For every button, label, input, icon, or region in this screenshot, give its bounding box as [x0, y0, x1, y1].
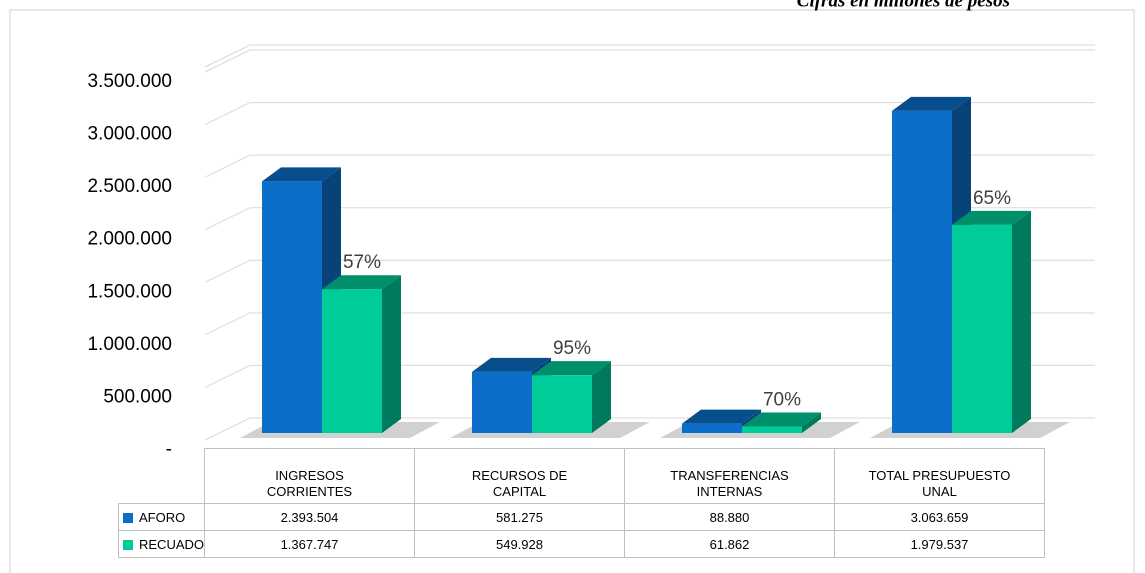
bar-top — [262, 167, 341, 182]
category-cell: INGRESOS CORRIENTES — [204, 448, 415, 504]
bar — [952, 210, 1031, 433]
bar-front — [892, 110, 952, 433]
value-cell: 581.275 — [414, 503, 625, 531]
grid-line — [204, 259, 1095, 283]
bar-side — [592, 361, 611, 433]
y-tick-label: 1.500.000 — [87, 281, 172, 302]
legend-cell: RECUADO — [118, 530, 205, 558]
bar-side — [382, 275, 401, 433]
value-cell: 88.880 — [624, 503, 835, 531]
y-tick-label: 3.500.000 — [87, 71, 172, 92]
bar-side — [1012, 210, 1031, 433]
grid-line — [204, 364, 1095, 388]
legend-cell: AFORO — [118, 503, 205, 531]
data-table: INGRESOS CORRIENTES RECURSOS DE CAPITAL TR… — [118, 448, 1045, 558]
annotation: 57% — [343, 252, 381, 273]
legend-label: RECUADO — [139, 536, 205, 552]
bar-front — [262, 181, 322, 433]
bar-front — [952, 224, 1012, 433]
bar — [532, 361, 611, 433]
bar-front — [532, 375, 592, 433]
bar-top — [682, 409, 761, 424]
series-row: AFORO 2.393.504 581.275 88.880 3.063.659 — [118, 503, 1045, 531]
bars: 57% 95% 70% 65% — [240, 96, 1070, 438]
grid-line — [204, 207, 1095, 231]
bar — [742, 412, 821, 433]
annotation: 65% — [973, 188, 1011, 209]
y-tick-label: 3.000.000 — [87, 124, 172, 145]
grid-line — [204, 49, 1095, 73]
wall-top — [204, 44, 1095, 68]
value-cell: 1.367.747 — [204, 530, 415, 558]
bar-side — [802, 412, 821, 433]
header-row: INGRESOS CORRIENTES RECURSOS DE CAPITAL TR… — [118, 448, 1045, 504]
bar-front — [682, 423, 742, 433]
category-cell: RECURSOS DE CAPITAL — [414, 448, 625, 504]
bar-front — [742, 426, 802, 433]
value-cell: 2.393.504 — [204, 503, 415, 531]
bar-top — [742, 412, 821, 427]
bar — [322, 275, 401, 433]
bar-top — [952, 210, 1031, 225]
annotation: 95% — [553, 338, 591, 359]
bar-top — [892, 96, 971, 111]
grid-line — [204, 154, 1095, 178]
y-tick-label: 2.000.000 — [87, 229, 172, 250]
legend-label: AFORO — [139, 509, 186, 525]
grid-line — [204, 102, 1095, 126]
subtitle: Cifras en millones de pesos — [797, 0, 1010, 11]
value-cell: 61.862 — [624, 530, 835, 558]
bar-top — [532, 361, 611, 376]
y-tick-label: 500.000 — [103, 386, 172, 407]
y-tick-label: 2.500.000 — [87, 176, 172, 197]
chart-frame — [9, 9, 1135, 573]
legend-swatch — [123, 512, 133, 523]
category-cell: TRANSFERENCIAS INTERNAS — [624, 448, 835, 504]
value-cell: 1.979.537 — [834, 530, 1045, 558]
y-tick-label: 1.000.000 — [87, 334, 172, 355]
annotation: 70% — [763, 390, 801, 411]
category-cell: TOTAL PRESUPUESTO UNAL — [834, 448, 1045, 504]
legend-swatch — [123, 539, 133, 550]
series-row: RECUADO 1.367.747 549.928 61.862 1.979.537 — [118, 530, 1045, 558]
value-cell: 3.063.659 — [834, 503, 1045, 531]
bar-front — [472, 371, 532, 433]
value-cell: 549.928 — [414, 530, 625, 558]
bar-top — [472, 357, 551, 372]
blank-cell — [118, 448, 205, 504]
bar-front — [322, 289, 382, 433]
grid-line — [204, 312, 1095, 336]
bar-top — [322, 275, 401, 290]
